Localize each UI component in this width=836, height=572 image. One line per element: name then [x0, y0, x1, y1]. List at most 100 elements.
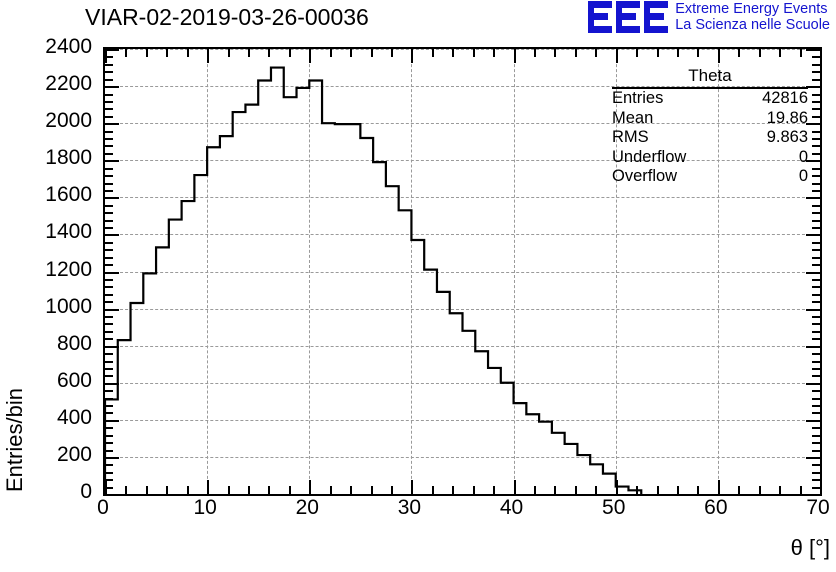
axis-tick	[738, 486, 741, 494]
axis-tick	[186, 49, 189, 57]
axis-tick	[806, 234, 820, 237]
axis-tick	[812, 145, 820, 148]
stats-row: Underflow 0	[612, 148, 808, 168]
axis-tick	[370, 49, 373, 57]
axis-tick	[105, 63, 113, 66]
axis-tick	[105, 479, 113, 482]
y-tick-label: 1000	[45, 294, 92, 318]
axis-tick	[431, 49, 434, 57]
axis-tick	[105, 486, 113, 489]
axis-tick	[105, 301, 113, 304]
axis-tick	[166, 486, 169, 494]
axis-tick	[105, 241, 113, 244]
x-tick-label: 70	[806, 496, 830, 519]
axis-tick	[799, 486, 802, 494]
eee-logo-line1: Extreme Energy Events	[675, 1, 828, 17]
axis-tick	[812, 412, 820, 415]
axis-tick	[812, 56, 820, 59]
axis-tick	[268, 486, 271, 494]
stats-row-value: 42816	[762, 89, 808, 107]
x-tick-label: 0	[97, 496, 109, 519]
axis-tick	[145, 486, 148, 494]
stats-title: Theta	[612, 66, 808, 89]
axis-tick	[105, 130, 113, 133]
letter-e-icon	[644, 1, 669, 33]
axis-tick	[779, 486, 782, 494]
axis-tick	[806, 345, 820, 348]
axis-tick	[812, 256, 820, 259]
axis-tick	[391, 486, 393, 494]
grid-line-horizontal	[105, 271, 820, 273]
axis-tick	[595, 49, 598, 57]
axis-tick	[105, 71, 113, 74]
grid-line-horizontal	[105, 419, 820, 421]
axis-tick	[105, 286, 113, 289]
stats-box: Theta Entries 42816 Mean 19.86 RMS 9.863 Under…	[612, 66, 808, 187]
axis-tick	[105, 323, 113, 326]
axis-tick	[145, 49, 148, 57]
axis-tick	[806, 382, 820, 385]
axis-tick	[812, 78, 820, 81]
axis-tick	[812, 100, 820, 103]
axis-tick	[105, 278, 113, 281]
eee-logo: Extreme Energy Events La Scienza nelle S…	[588, 1, 830, 33]
axis-tick	[472, 486, 475, 494]
axis-tick	[207, 480, 210, 494]
x-tick-label: 50	[602, 496, 626, 519]
axis-tick	[105, 197, 119, 200]
axis-tick	[227, 486, 230, 494]
axis-tick	[105, 100, 113, 103]
axis-tick	[309, 480, 312, 494]
stats-row: Overflow 0	[612, 167, 808, 187]
axis-tick	[105, 219, 113, 222]
axis-tick	[758, 486, 761, 494]
axis-tick	[812, 286, 820, 289]
axis-tick	[574, 486, 577, 494]
x-tick-label: 10	[193, 496, 217, 519]
grid-line-horizontal	[105, 382, 820, 384]
axis-tick	[513, 49, 516, 63]
grid-line-horizontal	[105, 345, 820, 347]
axis-tick	[812, 175, 820, 178]
stats-row-value: 9.863	[766, 128, 808, 146]
axis-tick	[554, 486, 557, 494]
axis-tick	[105, 419, 119, 422]
axis-tick	[105, 108, 113, 111]
axis-tick	[812, 323, 820, 326]
axis-tick	[677, 49, 679, 57]
axis-tick	[717, 480, 720, 494]
axis-tick	[812, 316, 820, 318]
y-tick-label: 400	[56, 405, 92, 429]
axis-tick	[812, 227, 820, 229]
axis-tick	[806, 456, 820, 459]
axis-tick	[166, 49, 169, 57]
axis-tick	[812, 182, 820, 185]
axis-tick	[105, 56, 113, 59]
axis-tick	[806, 86, 820, 89]
axis-tick	[554, 49, 557, 57]
axis-tick	[207, 49, 210, 63]
axis-tick	[812, 167, 820, 170]
axis-tick	[105, 360, 113, 363]
stats-row-value: 0	[798, 167, 808, 185]
page-title: VIAR-02-2019-03-26-00036	[85, 4, 369, 30]
axis-tick	[105, 480, 107, 494]
axis-tick	[452, 49, 455, 57]
stats-row-key: Underflow	[612, 147, 687, 166]
axis-tick	[493, 486, 496, 494]
axis-tick	[812, 138, 820, 140]
axis-tick	[105, 375, 113, 378]
y-tick-label: 800	[56, 331, 92, 355]
axis-tick	[812, 427, 820, 430]
axis-tick	[534, 486, 536, 494]
axis-tick	[812, 442, 820, 445]
axis-tick	[820, 49, 822, 63]
axis-tick	[105, 382, 119, 385]
axis-tick	[812, 264, 820, 267]
y-tick-label: 0	[80, 480, 92, 503]
axis-tick	[105, 449, 113, 452]
axis-tick	[812, 71, 820, 74]
axis-tick	[105, 330, 113, 333]
axis-tick	[812, 479, 820, 482]
